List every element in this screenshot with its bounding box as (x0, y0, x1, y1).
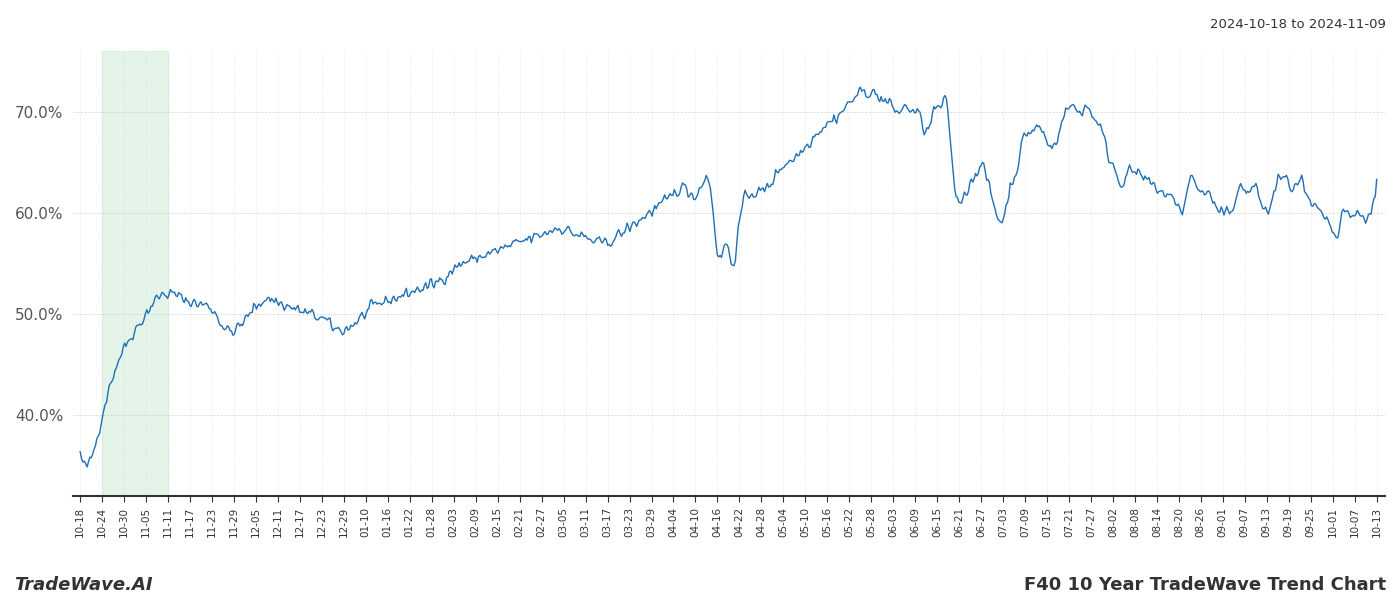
Text: TradeWave.AI: TradeWave.AI (14, 576, 153, 594)
Text: 2024-10-18 to 2024-11-09: 2024-10-18 to 2024-11-09 (1210, 18, 1386, 31)
Bar (102, 51, 168, 496)
Text: F40 10 Year TradeWave Trend Chart: F40 10 Year TradeWave Trend Chart (1023, 576, 1386, 594)
